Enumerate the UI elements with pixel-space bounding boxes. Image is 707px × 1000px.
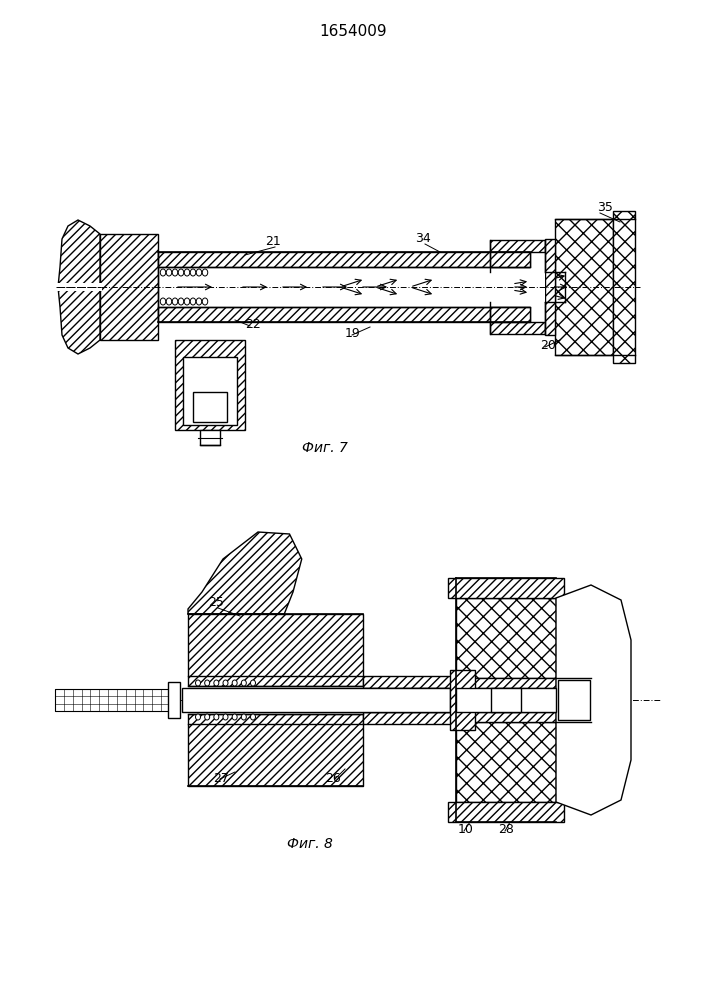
Text: 22: 22 xyxy=(245,318,261,331)
Bar xyxy=(188,614,363,686)
Ellipse shape xyxy=(250,680,255,686)
Bar xyxy=(188,714,363,786)
Ellipse shape xyxy=(166,269,172,276)
Ellipse shape xyxy=(190,298,196,305)
Ellipse shape xyxy=(223,680,228,686)
Bar xyxy=(456,722,556,802)
Ellipse shape xyxy=(178,269,184,276)
Bar xyxy=(158,252,530,267)
Bar xyxy=(456,678,556,688)
Bar xyxy=(456,712,556,722)
Ellipse shape xyxy=(185,269,189,276)
Ellipse shape xyxy=(241,680,246,686)
Text: Фиг. 7: Фиг. 7 xyxy=(302,441,348,455)
Polygon shape xyxy=(188,532,302,614)
Bar xyxy=(555,219,613,355)
Bar xyxy=(193,392,227,422)
Bar xyxy=(490,307,530,322)
Ellipse shape xyxy=(197,298,201,305)
Ellipse shape xyxy=(173,298,177,305)
Ellipse shape xyxy=(196,680,201,686)
Text: 21: 21 xyxy=(265,235,281,248)
Ellipse shape xyxy=(204,714,210,720)
Ellipse shape xyxy=(202,269,208,276)
Ellipse shape xyxy=(250,714,255,720)
Polygon shape xyxy=(556,585,631,815)
Bar xyxy=(158,307,530,322)
Bar xyxy=(490,322,545,334)
Ellipse shape xyxy=(241,714,246,720)
Text: 1654009: 1654009 xyxy=(319,24,387,39)
Bar xyxy=(490,252,530,267)
Bar xyxy=(491,688,521,712)
Bar xyxy=(545,239,555,335)
Ellipse shape xyxy=(160,298,165,305)
Bar xyxy=(363,688,455,712)
Ellipse shape xyxy=(204,680,210,686)
Bar xyxy=(490,240,545,252)
Bar xyxy=(456,598,556,678)
Bar xyxy=(200,430,220,445)
Bar xyxy=(363,712,455,724)
Ellipse shape xyxy=(214,714,219,720)
Bar xyxy=(450,670,475,730)
Ellipse shape xyxy=(160,269,165,276)
Bar xyxy=(158,267,530,307)
Bar xyxy=(183,357,237,425)
Text: 27: 27 xyxy=(213,772,229,785)
Bar xyxy=(100,234,158,340)
Text: Фиг. 8: Фиг. 8 xyxy=(287,837,333,851)
Ellipse shape xyxy=(173,269,177,276)
Bar xyxy=(448,802,564,822)
Bar xyxy=(55,689,170,711)
Bar xyxy=(175,340,245,430)
Ellipse shape xyxy=(166,298,172,305)
Ellipse shape xyxy=(223,714,228,720)
Text: 26: 26 xyxy=(325,772,341,785)
Text: 34: 34 xyxy=(415,232,431,245)
Bar xyxy=(448,578,564,598)
Text: 20: 20 xyxy=(540,339,556,352)
Bar xyxy=(613,211,635,363)
Bar xyxy=(363,676,455,688)
Text: 19: 19 xyxy=(345,327,361,340)
Ellipse shape xyxy=(214,680,219,686)
Ellipse shape xyxy=(190,269,196,276)
Polygon shape xyxy=(58,220,100,354)
Text: 10: 10 xyxy=(458,823,474,836)
Ellipse shape xyxy=(232,714,237,720)
Ellipse shape xyxy=(185,298,189,305)
Bar xyxy=(558,680,590,720)
Ellipse shape xyxy=(178,298,184,305)
Ellipse shape xyxy=(197,269,201,276)
Bar xyxy=(56,283,102,291)
Ellipse shape xyxy=(232,680,237,686)
Text: 35: 35 xyxy=(597,201,613,214)
Bar xyxy=(182,688,450,712)
Bar xyxy=(168,682,180,718)
Bar xyxy=(456,688,556,712)
Ellipse shape xyxy=(196,714,201,720)
Ellipse shape xyxy=(202,298,208,305)
Bar xyxy=(490,272,545,302)
Text: 28: 28 xyxy=(498,823,514,836)
Text: 25: 25 xyxy=(208,596,224,609)
